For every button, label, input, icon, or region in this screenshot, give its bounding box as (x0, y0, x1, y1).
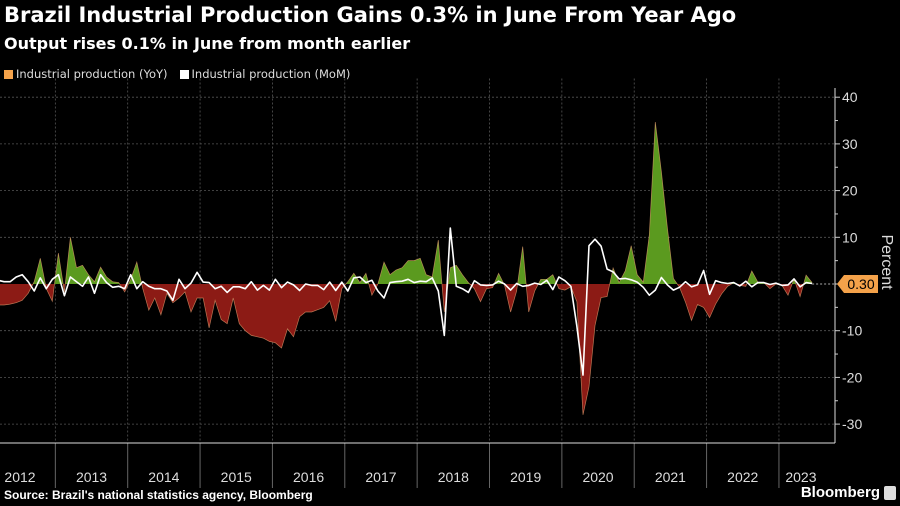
x-tick-label: 2016 (293, 469, 324, 485)
chart-title: Brazil Industrial Production Gains 0.3% … (4, 3, 737, 27)
x-tick-label: 2022 (727, 469, 758, 485)
x-tick-label: 2015 (221, 469, 252, 485)
x-tick-label: 2021 (655, 469, 686, 485)
legend-label-mom: Industrial production (MoM) (191, 67, 351, 81)
last-value-badge: 0.30 (837, 275, 878, 293)
series-mom-line (0, 227, 813, 376)
legend-item-yoy: Industrial production (YoY) (4, 67, 168, 81)
x-tick-label: 2014 (148, 469, 179, 485)
x-tick-label: 2013 (76, 469, 107, 485)
legend-label-yoy: Industrial production (YoY) (16, 67, 168, 81)
legend-item-mom: Industrial production (MoM) (179, 67, 351, 81)
series-yoy-positive-area (33, 122, 813, 284)
last-value-badge-bg (837, 275, 878, 293)
bloomberg-chart-icon (884, 485, 896, 500)
x-tick-label: 2012 (4, 469, 35, 485)
x-tick-label: 2018 (438, 469, 469, 485)
x-tick-label: 2017 (365, 469, 396, 485)
source-note: Source: Brazil's national statistics age… (4, 488, 313, 502)
y-tick-label: -20 (842, 369, 862, 385)
y-tick-label: 20 (842, 183, 858, 199)
y-tick-label: 10 (842, 229, 858, 245)
chart-subtitle: Output rises 0.1% in June from month ear… (4, 34, 411, 53)
x-tick-label: 2019 (510, 469, 541, 485)
series-yoy-group (0, 121, 813, 415)
x-tick-label: 2023 (785, 469, 816, 485)
y-axis-label: Percent (878, 234, 895, 290)
legend-swatch-mom (179, 69, 189, 79)
series-yoy-outline (0, 121, 813, 415)
legend-swatch-yoy (4, 69, 13, 79)
logo-text: Bloomberg (800, 484, 880, 501)
legend: Industrial production (YoY) Industrial p… (4, 67, 350, 81)
bloomberg-logo: Bloomberg (801, 484, 896, 501)
y-tick-label: -30 (842, 416, 862, 432)
y-tick-label: 40 (842, 89, 858, 105)
last-value-badge-label: 0.30 (847, 276, 874, 292)
x-tick-label: 2020 (582, 469, 613, 485)
y-tick-label: 30 (842, 136, 858, 152)
y-tick-label: -10 (842, 323, 862, 339)
